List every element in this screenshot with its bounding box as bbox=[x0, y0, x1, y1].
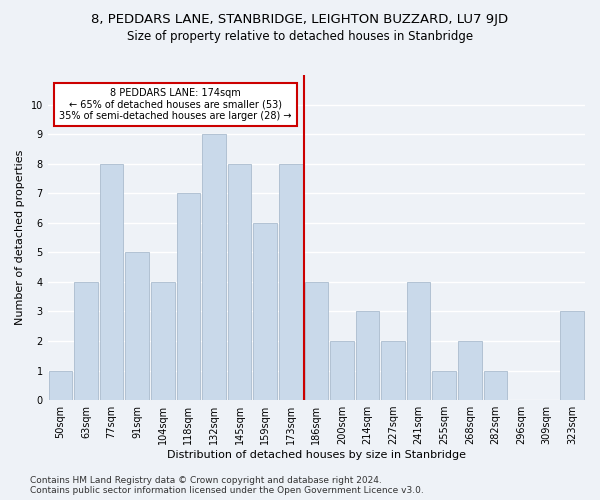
Text: Contains HM Land Registry data © Crown copyright and database right 2024.: Contains HM Land Registry data © Crown c… bbox=[30, 476, 382, 485]
Bar bbox=[433, 370, 456, 400]
Bar bbox=[458, 341, 482, 400]
Bar bbox=[407, 282, 430, 400]
Bar bbox=[125, 252, 149, 400]
Bar bbox=[305, 282, 328, 400]
Bar bbox=[382, 341, 405, 400]
Text: Contains public sector information licensed under the Open Government Licence v3: Contains public sector information licen… bbox=[30, 486, 424, 495]
Bar bbox=[484, 370, 507, 400]
Bar bbox=[49, 370, 72, 400]
Bar bbox=[74, 282, 98, 400]
Bar bbox=[100, 164, 124, 400]
Bar bbox=[253, 223, 277, 400]
Bar bbox=[356, 312, 379, 400]
Text: Size of property relative to detached houses in Stanbridge: Size of property relative to detached ho… bbox=[127, 30, 473, 43]
X-axis label: Distribution of detached houses by size in Stanbridge: Distribution of detached houses by size … bbox=[167, 450, 466, 460]
Text: 8, PEDDARS LANE, STANBRIDGE, LEIGHTON BUZZARD, LU7 9JD: 8, PEDDARS LANE, STANBRIDGE, LEIGHTON BU… bbox=[91, 12, 509, 26]
Bar bbox=[279, 164, 302, 400]
Bar bbox=[330, 341, 353, 400]
Y-axis label: Number of detached properties: Number of detached properties bbox=[15, 150, 25, 325]
Bar bbox=[202, 134, 226, 400]
Bar bbox=[176, 193, 200, 400]
Bar bbox=[151, 282, 175, 400]
Bar bbox=[560, 312, 584, 400]
Bar bbox=[228, 164, 251, 400]
Text: 8 PEDDARS LANE: 174sqm
← 65% of detached houses are smaller (53)
35% of semi-det: 8 PEDDARS LANE: 174sqm ← 65% of detached… bbox=[59, 88, 292, 122]
